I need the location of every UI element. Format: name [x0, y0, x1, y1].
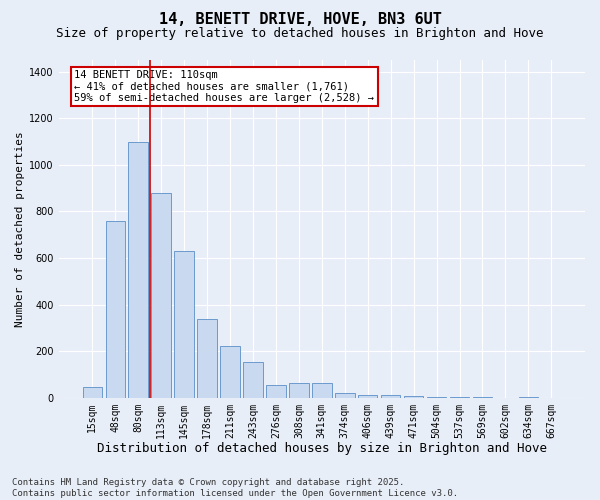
Bar [128, 142, 148, 398]
Bar [266, 385, 286, 398]
X-axis label: Distribution of detached houses by size in Brighton and Hove: Distribution of detached houses by size … [97, 442, 547, 455]
Bar [312, 382, 332, 398]
Bar [197, 318, 217, 398]
Bar [358, 395, 377, 398]
Bar [175, 251, 194, 398]
Bar [427, 396, 446, 398]
Text: Size of property relative to detached houses in Brighton and Hove: Size of property relative to detached ho… [56, 28, 544, 40]
Bar [381, 396, 400, 398]
Bar [335, 393, 355, 398]
Y-axis label: Number of detached properties: Number of detached properties [15, 131, 25, 326]
Bar [243, 362, 263, 398]
Bar [289, 384, 308, 398]
Bar [151, 193, 171, 398]
Text: 14, BENETT DRIVE, HOVE, BN3 6UT: 14, BENETT DRIVE, HOVE, BN3 6UT [158, 12, 442, 28]
Bar [220, 346, 240, 398]
Bar [106, 220, 125, 398]
Bar [404, 396, 424, 398]
Bar [518, 397, 538, 398]
Text: Contains HM Land Registry data © Crown copyright and database right 2025.
Contai: Contains HM Land Registry data © Crown c… [12, 478, 458, 498]
Text: 14 BENETT DRIVE: 110sqm
← 41% of detached houses are smaller (1,761)
59% of semi: 14 BENETT DRIVE: 110sqm ← 41% of detache… [74, 70, 374, 103]
Bar [83, 386, 102, 398]
